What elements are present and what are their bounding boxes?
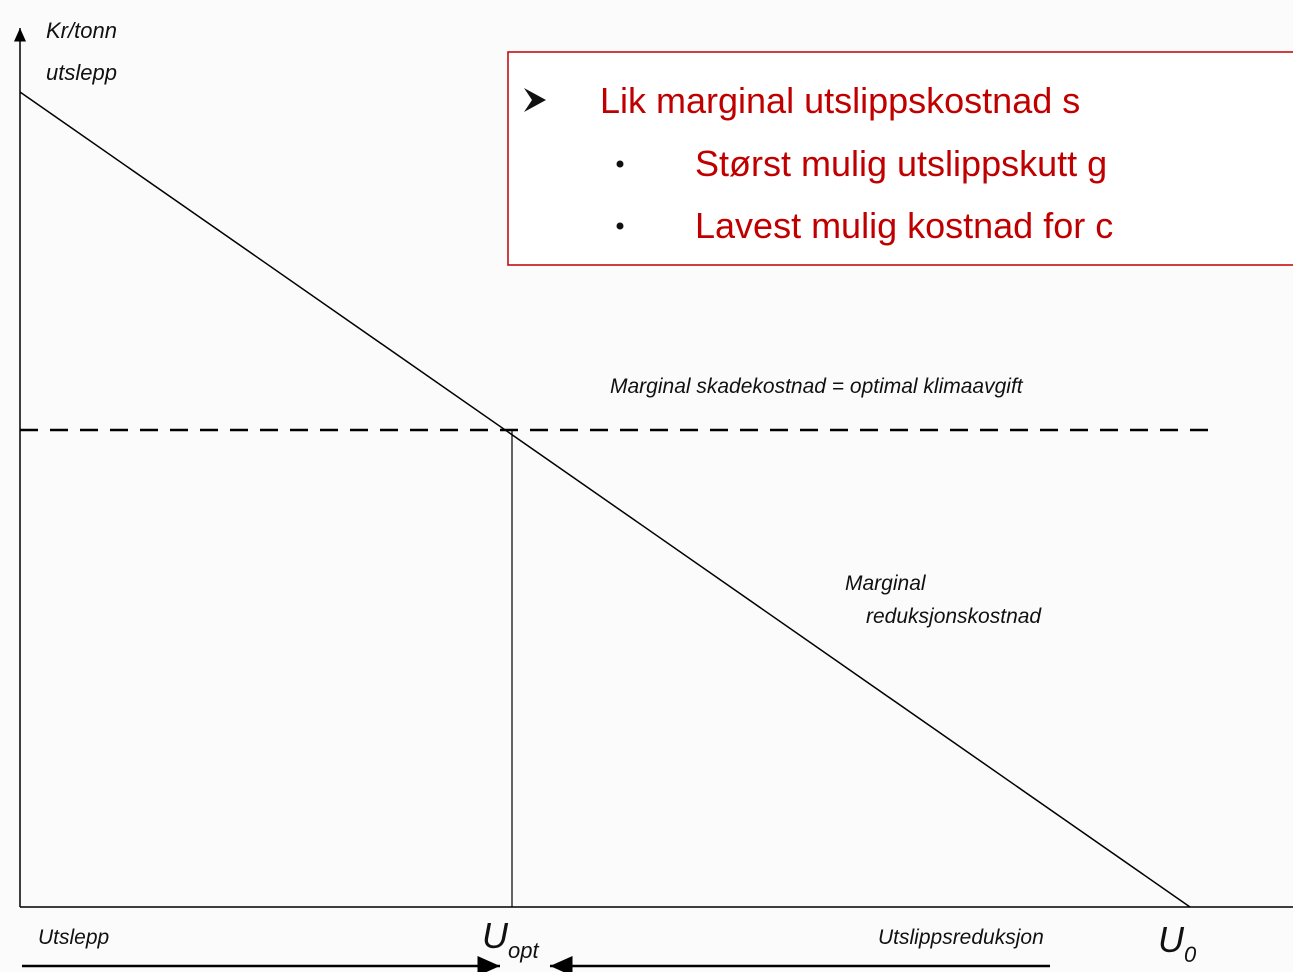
arrow-bullet xyxy=(524,88,546,112)
box-item: Størst mulig utslippskutt g xyxy=(695,143,1107,184)
box-item: Lik marginal utslippskostnad s xyxy=(600,80,1080,121)
u-sub: opt xyxy=(508,938,539,963)
bullet xyxy=(616,160,624,168)
y-axis-label: utslepp xyxy=(46,60,117,85)
u-sub: 0 xyxy=(1184,942,1197,967)
u-main: U xyxy=(482,915,509,956)
bullet xyxy=(616,222,624,230)
curve-label: Marginal xyxy=(845,572,927,595)
x-left-label: Utslepp xyxy=(38,926,109,949)
u0-label: U0 xyxy=(1158,919,1197,967)
u-opt-label: Uopt xyxy=(482,915,539,963)
summary-box xyxy=(507,51,1293,266)
u-main: U xyxy=(1158,919,1185,960)
curve-label: reduksjonskostnad xyxy=(866,605,1042,628)
y-axis-label: Kr/tonn xyxy=(46,18,117,43)
abatement-cost-line xyxy=(19,91,1191,908)
damage-label: Marginal skadekostnad = optimal klimaavg… xyxy=(610,375,1024,398)
box-item: Lavest mulig kostnad for c xyxy=(695,205,1113,246)
x-right-label: Utslippsreduksjon xyxy=(878,926,1044,949)
